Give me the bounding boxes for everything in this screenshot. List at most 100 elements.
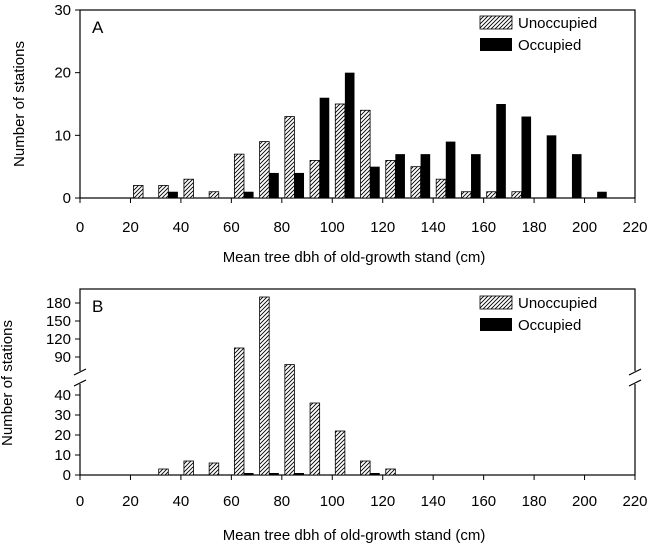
- y-tick-label-b-30: 30: [54, 407, 71, 424]
- bar-a-occupied-95: [319, 97, 330, 198]
- bar-b-unoccupied-95: [309, 402, 321, 476]
- plot-frame-a: [79, 9, 636, 199]
- bar-a-occupied-175: [521, 116, 532, 198]
- legend-label-occupied-a: Occupied: [518, 37, 581, 54]
- bar-a-unoccupied-145: [435, 178, 447, 199]
- x-tick-label-b-80: 80: [273, 493, 290, 510]
- y-tick-label-b-180: 180: [46, 295, 71, 312]
- bar-a-unoccupied-165: [486, 191, 497, 199]
- legend-label-occupied-b: Occupied: [518, 317, 581, 334]
- bar-a-unoccupied-55: [208, 191, 220, 199]
- bars-a: [133, 72, 607, 199]
- x-tick-label-b-140: 140: [421, 493, 446, 510]
- bar-b-unoccupied-85: [284, 364, 295, 476]
- y-tick-label-a-20: 20: [54, 65, 71, 82]
- panel-b: B 0 20 40 60 80 100 120 140 160 180 200 220 0 10 20 30 4…: [0, 288, 648, 544]
- x-tick-label-a-180: 180: [522, 219, 547, 236]
- bar-b-unoccupied-125: [385, 468, 396, 476]
- ticks-b: 0 20 40 60 80 100 120 140 160 180 200 220 0 10 20 30 40 9…: [46, 295, 648, 510]
- bar-a-occupied-105: [344, 72, 355, 198]
- x-tick-label-a-120: 120: [370, 219, 395, 236]
- bar-b-unoccupied-75: [259, 296, 270, 476]
- bar-b-occupied-85: [294, 473, 305, 475]
- bar-a-occupied-75: [269, 172, 279, 198]
- y-tick-label-b-150: 150: [46, 313, 71, 330]
- bar-a-occupied-35: [168, 191, 178, 198]
- y-tick-label-b-40: 40: [54, 387, 71, 404]
- bar-b-unoccupied-65: [233, 347, 245, 476]
- y-tick-label-b-10: 10: [54, 447, 71, 464]
- bar-b-occupied-115: [370, 473, 380, 475]
- x-tick-label-a-160: 160: [471, 219, 496, 236]
- x-tick-label-b-60: 60: [223, 493, 240, 510]
- bar-a-unoccupied-125: [385, 159, 396, 199]
- bar-a-unoccupied-65: [233, 153, 245, 199]
- legend-swatch-occupied-a: [480, 38, 512, 51]
- x-tick-label-a-80: 80: [273, 219, 290, 236]
- x-tick-label-a-0: 0: [76, 219, 84, 236]
- legend-swatch-occupied-b: [480, 318, 512, 331]
- legend-swatch-unoccupied-b: [479, 295, 513, 310]
- ticks-a: 0 20 40 60 80 100 120 140 160 180 200 220 0 10 20 30: [54, 2, 647, 236]
- x-tick-label-a-220: 220: [622, 219, 647, 236]
- bar-a-unoccupied-135: [410, 166, 421, 199]
- bar-a-unoccupied-155: [461, 191, 472, 199]
- x-tick-label-b-160: 160: [471, 493, 496, 510]
- x-tick-label-b-40: 40: [173, 493, 190, 510]
- x-tick-label-a-40: 40: [173, 219, 190, 236]
- x-tick-label-b-120: 120: [370, 493, 395, 510]
- x-tick-label-a-60: 60: [223, 219, 240, 236]
- y-axis-label-a: Number of stations: [11, 41, 28, 167]
- x-tick-label-a-200: 200: [572, 219, 597, 236]
- bar-a-occupied-85: [294, 172, 305, 198]
- bar-a-unoccupied-45: [183, 178, 194, 199]
- bar-b-unoccupied-105: [334, 430, 346, 476]
- bar-a-occupied-135: [420, 154, 431, 198]
- x-tick-label-a-20: 20: [122, 219, 139, 236]
- x-tick-label-b-20: 20: [122, 493, 139, 510]
- x-tick-label-b-180: 180: [522, 493, 547, 510]
- y-tick-label-a-10: 10: [54, 127, 71, 144]
- bar-a-occupied-145: [445, 141, 456, 198]
- x-tick-label-a-140: 140: [421, 219, 446, 236]
- bar-b-occupied-65: [243, 473, 254, 475]
- bar-a-unoccupied-95: [309, 159, 321, 199]
- legend-label-unoccupied-a: Unoccupied: [518, 15, 597, 32]
- y-tick-label-b-90: 90: [54, 349, 71, 366]
- y-tick-label-b-0: 0: [63, 467, 71, 484]
- bar-b-unoccupied-55: [208, 462, 220, 476]
- legend-swatch-unoccupied-a: [479, 15, 513, 30]
- bar-a-unoccupied-105: [334, 103, 346, 199]
- bar-a-occupied-155: [471, 154, 481, 198]
- y-tick-label-b-20: 20: [54, 427, 71, 444]
- axis-break-gap-left: [74, 371, 86, 384]
- bar-a-unoccupied-25: [133, 185, 144, 199]
- axis-break-mark-right: [628, 368, 642, 387]
- panel-label-b: B: [92, 297, 103, 316]
- x-tick-label-b-0: 0: [76, 493, 84, 510]
- bar-a-occupied-165: [496, 104, 506, 198]
- bar-a-occupied-185: [546, 135, 557, 198]
- panel-a: A 0 20 40 60 80 100 120 140 160 180 200 2200102030 …: [11, 2, 648, 266]
- y-tick-label-b-120: 120: [46, 331, 71, 348]
- x-tick-label-b-100: 100: [320, 493, 345, 510]
- bar-a-occupied-125: [395, 154, 405, 198]
- bar-a-occupied-195: [571, 154, 582, 198]
- axis-break: [73, 368, 642, 387]
- bar-a-unoccupied-85: [284, 116, 295, 199]
- legend-a: Unoccupied Occupied: [479, 15, 597, 54]
- x-axis-label-a: Mean tree dbh of old-growth stand (cm): [223, 249, 486, 266]
- bar-a-occupied-65: [243, 191, 254, 198]
- bar-b-unoccupied-35: [158, 468, 169, 476]
- legend-b: Unoccupied Occupied: [479, 295, 597, 334]
- bars-b: [158, 296, 396, 476]
- bar-a-unoccupied-175: [511, 191, 522, 199]
- bar-a-occupied-115: [370, 166, 380, 198]
- axis-break-gap-right: [629, 371, 641, 384]
- legend-label-unoccupied-b: Unoccupied: [518, 295, 597, 312]
- x-axis-label-b: Mean tree dbh of old-growth stand (cm): [223, 527, 486, 544]
- bar-a-unoccupied-115: [360, 109, 371, 199]
- x-tick-label-b-200: 200: [572, 493, 597, 510]
- x-tick-label-b-220: 220: [622, 493, 647, 510]
